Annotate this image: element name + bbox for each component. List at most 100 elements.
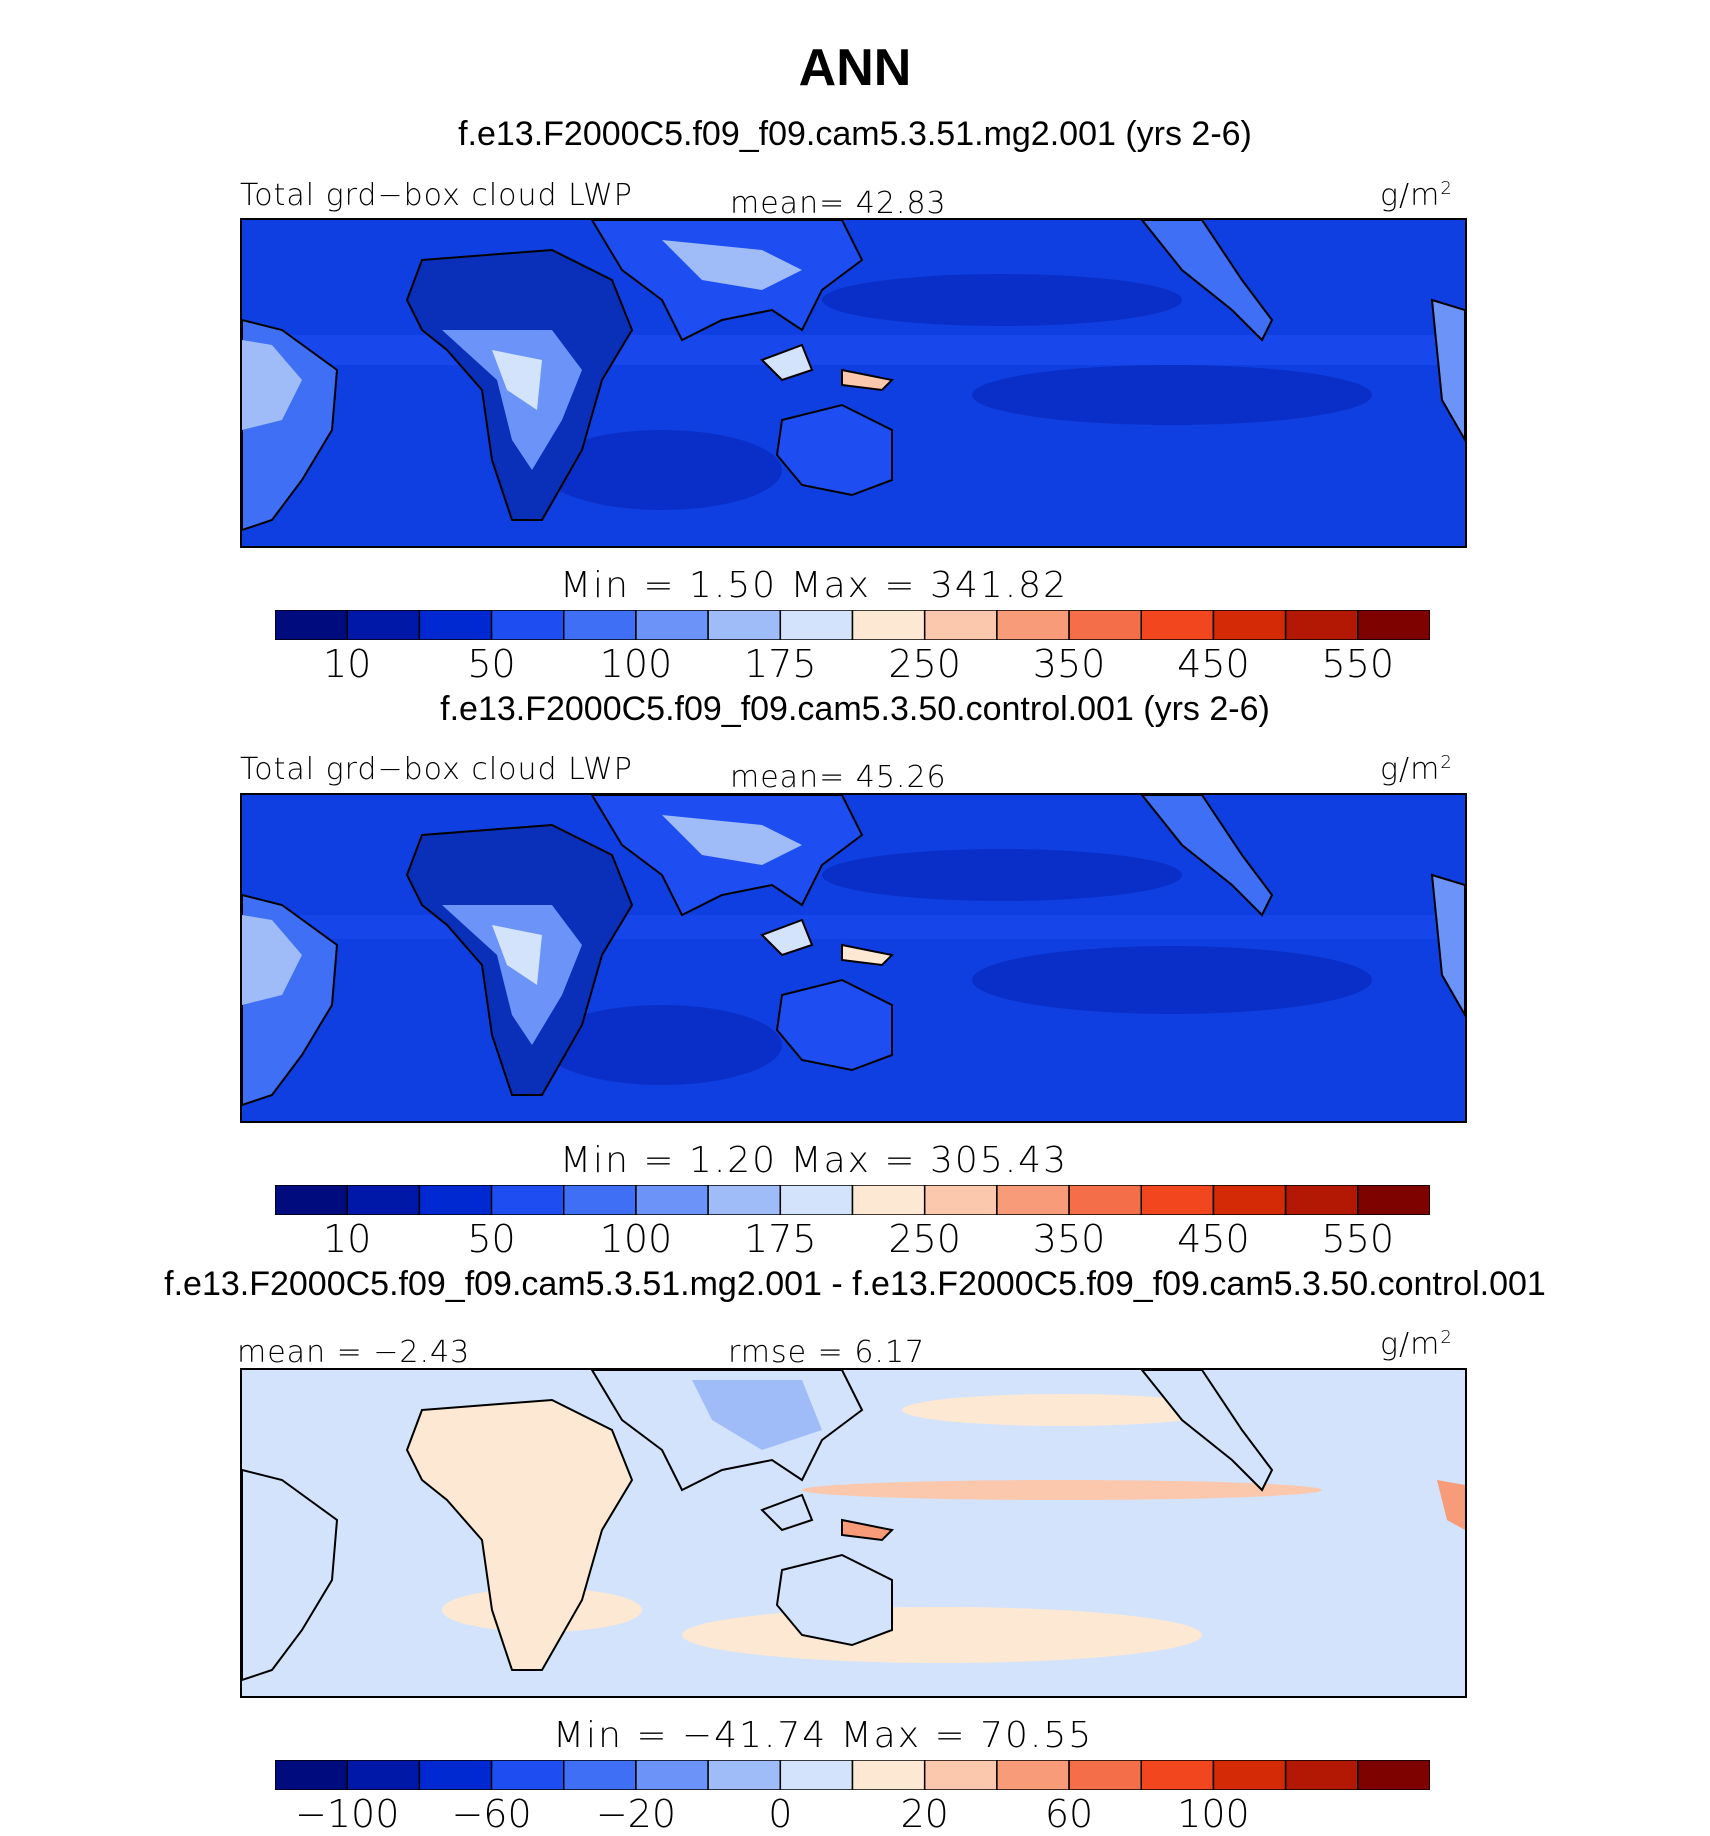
panel-2-subtropic-low-north <box>822 849 1182 901</box>
panel-3-colorbar-tick-label: 20 <box>900 1792 949 1836</box>
panel-1-colorbar-tick-label: 450 <box>1177 642 1250 686</box>
panel-1-colorbar-swatch <box>418 610 493 640</box>
panel-2-colorbar-swatch <box>1068 1185 1142 1215</box>
panel-1-colorbar-swatch <box>1140 610 1215 640</box>
panel-3-colorbar-swatch <box>996 1760 1070 1790</box>
panel-2-itcz-band <box>242 915 1465 939</box>
panel-2-colorbar-tick-label: 50 <box>467 1217 516 1261</box>
panel-1-minmax-label: Min = 1.50 Max = 341.82 <box>560 565 1068 606</box>
panel-1-mean-label: mean= 42.83 <box>730 186 947 221</box>
panel-1-subtropic-low-south <box>972 365 1372 425</box>
panel-1-colorbar-swatch <box>563 610 637 640</box>
panel-2-colorbar-swatch <box>996 1185 1070 1215</box>
panel-3-colorbar-swatch <box>1140 1760 1215 1790</box>
panel-2-subtropic-low-south <box>972 946 1372 1014</box>
panel-3-colorbar-swatch <box>1357 1760 1430 1790</box>
panel-2-indian-low <box>542 1005 782 1085</box>
panel-1-variable-label: Total grd−box cloud LWP <box>240 178 633 213</box>
panel-2-australia <box>775 978 893 1072</box>
panel-2-colorbar-swatch <box>1212 1185 1287 1215</box>
panel-1-map-svg <box>242 220 1465 546</box>
panel-3-minmax-label: Min = −41.74 Max = 70.55 <box>553 1715 1094 1756</box>
panel-3-colorbar <box>275 1760 1430 1790</box>
panel-3-colorbar-swatch <box>1068 1760 1142 1790</box>
panel-1-colorbar-swatch <box>346 610 421 640</box>
panel-1-units-label: g/m2 <box>1380 178 1453 213</box>
panel-1-central-america <box>1140 220 1274 342</box>
panel-2-africa-wet <box>442 905 582 1045</box>
panel-2-colorbar-swatches <box>275 1185 1430 1215</box>
panel-2-units-text: g/m <box>1380 752 1441 787</box>
panel-3-colorbar-swatch <box>851 1760 926 1790</box>
panel-1-colorbar-tick-label: 10 <box>323 642 372 686</box>
figure-title: ANN <box>798 39 912 97</box>
panel-2-borneo <box>760 918 814 957</box>
panel-3-borneo <box>760 1493 814 1532</box>
panel-2-colorbar <box>275 1185 1430 1215</box>
panel-1-borneo <box>760 343 814 382</box>
panel-1-subtropic-low-north <box>822 274 1182 326</box>
panel-3-colorbar-swatch <box>707 1760 782 1790</box>
panel-1-tibet <box>662 240 802 290</box>
panel-2-colorbar-swatch <box>635 1185 709 1215</box>
panel-2-colorbar-tick-label: 10 <box>323 1217 372 1261</box>
panel-3-mean-label: mean = −2.43 <box>237 1335 471 1370</box>
panel-2-mean-label: mean= 45.26 <box>730 760 947 795</box>
panel-1-colorbar-swatch <box>635 610 709 640</box>
panel-2-colorbar-swatch <box>418 1185 493 1215</box>
panel-2-colorbar-swatch <box>346 1185 421 1215</box>
panel-3-colorbar-swatch <box>1212 1760 1287 1790</box>
panel-2-colorbar-tick-label: 250 <box>888 1217 961 1261</box>
panel-1-colorbar-swatch <box>1068 610 1142 640</box>
panel-2-map <box>240 793 1467 1123</box>
panel-1-units-text: g/m <box>1380 178 1441 213</box>
panel-2-colorbar-swatch <box>490 1185 565 1215</box>
panel-1-colorbar-swatch <box>490 610 565 640</box>
panel-3-colorbar-tick-label: −20 <box>595 1792 677 1836</box>
panel-1-indian-low <box>542 430 782 510</box>
panel-2-colorbar-tick-label: 450 <box>1177 1217 1250 1261</box>
panel-2-colorbar-swatch <box>275 1185 348 1215</box>
panel-3-central-america <box>1140 1370 1274 1492</box>
panel-2-colorbar-swatch <box>563 1185 637 1215</box>
panel-3-colorbar-swatch <box>346 1760 421 1790</box>
panel-1-itcz-band <box>242 335 1465 365</box>
panel-1-australia <box>775 403 893 497</box>
panel-2-colorbar-swatch <box>1284 1185 1359 1215</box>
panel-2-andes <box>1430 873 1465 1018</box>
panel-2-units-sup: 2 <box>1440 752 1453 773</box>
panel-1-colorbar-tick-label: 100 <box>599 642 673 686</box>
panel-2-africa-core <box>492 925 542 985</box>
panel-2-colorbar-tick-label: 350 <box>1032 1217 1106 1261</box>
panel-3-colorbar-tick-label: 100 <box>1177 1792 1250 1836</box>
panel-1-colorbar-swatch <box>1212 610 1287 640</box>
panel-3-colorbar-tick-label: 0 <box>768 1792 793 1836</box>
panel-2-colorbar-swatch <box>851 1185 926 1215</box>
panel-1-andes <box>1430 298 1465 443</box>
panel-1-new-guinea <box>841 368 895 392</box>
panel-1-colorbar-swatch <box>707 610 782 640</box>
panel-3-colorbar-swatch <box>490 1760 565 1790</box>
panel-1-colorbar-swatch <box>1284 610 1359 640</box>
panel-1-colorbar-swatch <box>923 610 998 640</box>
panel-3-australia <box>775 1553 893 1647</box>
panel-2-central-america <box>1140 795 1274 917</box>
panel-1-africa-core <box>492 350 542 410</box>
panel-3-colorbar-tick-label: −100 <box>295 1792 400 1836</box>
panel-3-colorbar-tick-label: −60 <box>451 1792 532 1836</box>
panel-3-colorbar-swatch <box>563 1760 637 1790</box>
panel-1-colorbar-swatch <box>996 610 1070 640</box>
panel-3-south-pacific-positive <box>682 1607 1202 1663</box>
panel-2-amazon <box>242 915 302 1005</box>
panel-1-colorbar <box>275 610 1430 640</box>
panel-1-colorbar-swatch <box>851 610 926 640</box>
panel-2-colorbar-tick-label: 550 <box>1321 1217 1395 1261</box>
panel-1-units-sup: 2 <box>1440 178 1453 199</box>
panel-3-colorbar-swatch <box>779 1760 854 1790</box>
panel-1-case-title: f.e13.F2000C5.f09_f09.cam5.3.51.mg2.001 … <box>458 115 1252 153</box>
panel-2-colorbar-tick-label: 175 <box>744 1217 817 1261</box>
panel-3-colorbar-swatch <box>418 1760 493 1790</box>
panel-2-colorbar-swatch <box>707 1185 782 1215</box>
panel-2-colorbar-swatch <box>1140 1185 1215 1215</box>
panel-1-africa-wet <box>442 330 582 470</box>
